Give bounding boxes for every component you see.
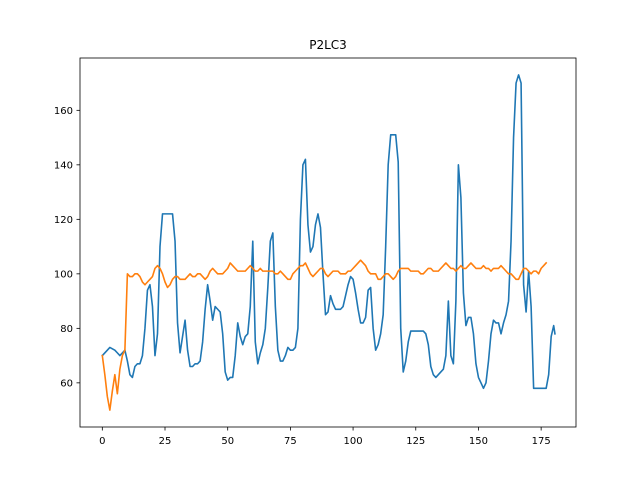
x-tick-label: 50 <box>221 436 234 447</box>
x-tick-label: 125 <box>406 436 425 447</box>
x-tick-label: 100 <box>344 436 363 447</box>
y-tick-label: 100 <box>54 269 73 280</box>
series-line-2 <box>101 259 548 411</box>
y-tick-label: 160 <box>54 106 73 117</box>
y-tick-label: 140 <box>54 160 73 171</box>
y-tick-label: 120 <box>54 215 73 226</box>
y-axis: 60 80 100 120 140 160 <box>54 106 80 389</box>
x-tick-label: 0 <box>99 436 105 447</box>
y-tick-label: 60 <box>60 378 73 389</box>
plot-frame <box>79 57 577 428</box>
y-tick-label: 80 <box>60 324 73 335</box>
x-tick-label: 175 <box>532 436 551 447</box>
chart-title: P2LC3 <box>309 38 347 52</box>
series-line-1 <box>101 74 556 390</box>
x-axis: 0 25 50 75 100 125 150 175 <box>99 427 551 447</box>
x-tick-label: 150 <box>469 436 488 447</box>
x-tick-label: 25 <box>159 436 172 447</box>
x-tick-label: 75 <box>284 436 297 447</box>
plot-series <box>101 74 556 411</box>
